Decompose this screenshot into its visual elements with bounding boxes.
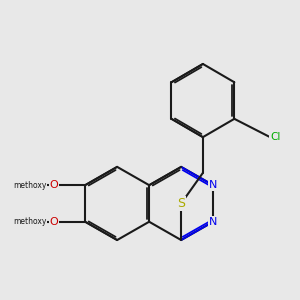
Text: methoxy: methoxy — [13, 181, 46, 190]
Text: O: O — [50, 217, 58, 227]
Text: N: N — [209, 180, 218, 190]
Text: Cl: Cl — [270, 132, 280, 142]
Text: O: O — [50, 180, 58, 190]
Text: S: S — [177, 197, 185, 210]
Text: N: N — [209, 217, 218, 227]
Text: methoxy: methoxy — [13, 217, 46, 226]
